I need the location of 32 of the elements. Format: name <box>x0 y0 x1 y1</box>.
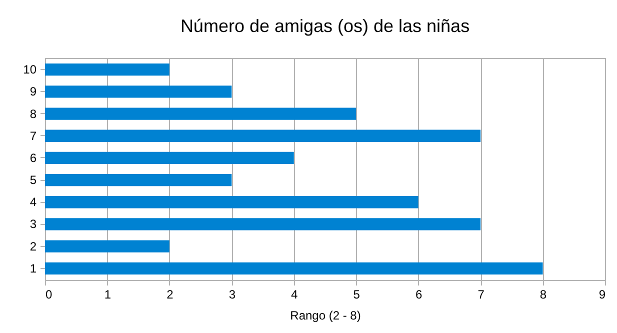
bar <box>45 262 543 274</box>
y-tick-label: 4 <box>30 195 37 210</box>
x-tick-label: 6 <box>415 288 422 302</box>
x-tick-label: 9 <box>598 288 606 302</box>
y-tick-label: 5 <box>30 173 37 188</box>
x-tick-label: 5 <box>353 288 360 302</box>
y-tick-label: 7 <box>30 128 37 143</box>
x-tick-label: 7 <box>478 288 485 302</box>
bar <box>45 152 294 164</box>
x-tick-label: 3 <box>228 288 236 302</box>
bar <box>45 240 170 252</box>
y-tick-label: 6 <box>30 150 37 165</box>
y-tick-label: 10 <box>23 62 37 77</box>
x-tick-label: 2 <box>166 288 174 302</box>
x-tick-label: 1 <box>104 288 112 302</box>
y-tick-label: 8 <box>30 106 37 121</box>
bar <box>45 130 481 142</box>
bar <box>45 86 232 98</box>
bar <box>45 108 356 120</box>
bar <box>45 64 170 76</box>
x-tick-label: 4 <box>291 288 298 302</box>
y-tick-label: 2 <box>30 239 37 254</box>
bar <box>45 218 481 230</box>
x-axis-title: Rango (2 - 8) <box>290 308 361 322</box>
bar <box>45 174 232 186</box>
bar <box>45 196 418 208</box>
y-tick-label: 3 <box>30 217 37 232</box>
x-tick-label: 0 <box>46 288 52 302</box>
y-tick-label: 9 <box>30 84 37 99</box>
y-tick-label: 1 <box>30 261 37 276</box>
x-tick-label: 8 <box>540 288 547 302</box>
chart-title: Número de amigas (os) de las niñas <box>180 16 470 36</box>
